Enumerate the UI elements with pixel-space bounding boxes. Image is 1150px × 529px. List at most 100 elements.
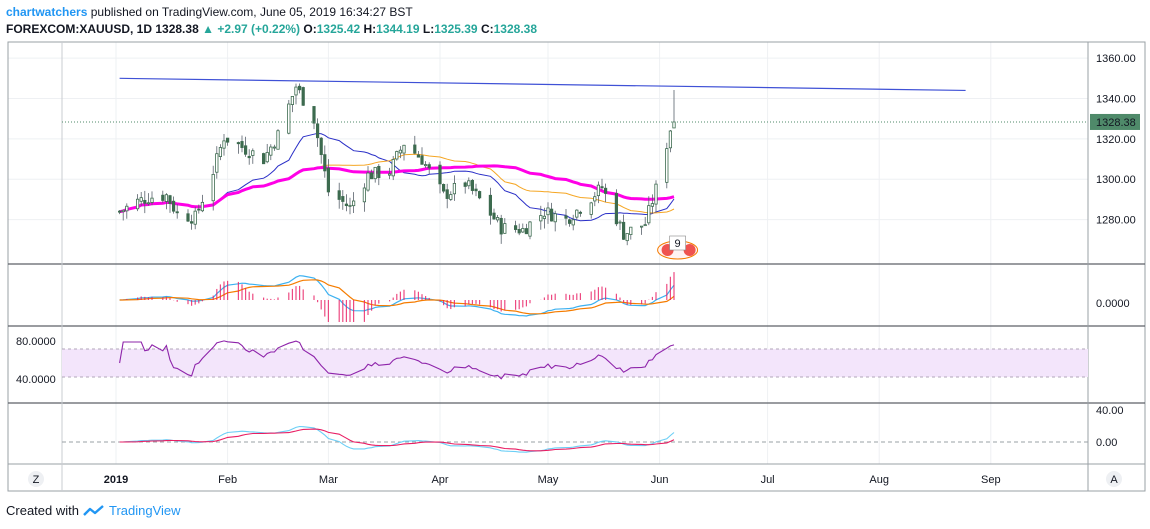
author-name[interactable]: chartwatchers (6, 5, 88, 19)
close-label: C: (480, 22, 494, 36)
auto-scale-button[interactable] (1106, 471, 1122, 487)
price-tick-label: 1360.00 (1096, 53, 1136, 65)
macd-histogram (122, 272, 675, 322)
candle-body (477, 191, 482, 199)
stoch-tick-label: 0.00 (1096, 437, 1117, 449)
candle-body (402, 144, 406, 154)
tradingview-brand[interactable]: TradingView (108, 503, 181, 518)
publish-info: chartwatchers published on TradingView.c… (6, 5, 413, 19)
candle-body (589, 202, 593, 215)
last-price-tag (1090, 113, 1140, 130)
candle-body (467, 180, 471, 187)
candle-body (215, 153, 219, 173)
candle-body (604, 187, 608, 194)
candle-body (121, 209, 125, 213)
macd-tick-label: 0.0000 (1096, 298, 1130, 310)
candle-body (287, 103, 291, 134)
candle-body (161, 194, 165, 201)
high-value: 1344.19 (376, 22, 420, 36)
candle-body (614, 193, 619, 225)
event-badge[interactable]: 9 (657, 235, 699, 260)
candle-body (668, 130, 673, 149)
resistance-trendline (119, 77, 966, 92)
candle-body (373, 166, 377, 180)
candle-body (323, 154, 327, 172)
time-tick-label: Jun (651, 474, 669, 486)
candle-body (575, 209, 579, 218)
created-with-text: Created with (6, 503, 79, 518)
up-arrow-icon: ▲ (202, 22, 214, 36)
candle-body (420, 155, 424, 165)
time-tick-label: Apr (431, 474, 448, 486)
candle-body (175, 211, 179, 214)
candle-body (470, 179, 475, 191)
candle-body (391, 159, 395, 177)
candle-body (398, 149, 403, 154)
open-label: O: (303, 22, 317, 36)
pane-borders (7, 41, 1146, 492)
candle-body (571, 219, 575, 226)
candle-body (427, 164, 431, 169)
candle-body (168, 195, 172, 204)
candle-body (463, 182, 467, 187)
candle-body (315, 123, 320, 139)
ma-long-line (119, 164, 675, 214)
zoom-button-label: Z (33, 474, 40, 486)
candle-body (297, 85, 302, 91)
open-value: 1325.42 (316, 22, 361, 36)
candle-body (517, 229, 521, 234)
candle-body (240, 141, 244, 148)
symbol-legend: FOREXCOM:XAUUSD, 1D 1328.38 ▲ +2.97 (+0.… (6, 22, 537, 36)
time-tick-label: Mar (319, 474, 338, 486)
candle-body (200, 201, 204, 212)
candle-body (650, 203, 655, 207)
candle-body (369, 172, 374, 180)
candle-body (622, 221, 626, 240)
candle-body (600, 186, 604, 189)
macd-line (119, 275, 675, 317)
time-tick-label: Aug (869, 474, 889, 486)
trendline[interactable] (62, 77, 1088, 123)
candle-body (222, 140, 226, 149)
candle-body (193, 210, 197, 225)
candle-body (272, 146, 277, 149)
candle-body (326, 167, 331, 193)
candle-body (542, 215, 547, 219)
candle-body (553, 213, 557, 223)
candle-body (377, 166, 381, 179)
symbol-name: FOREXCOM:XAUUSD, 1D (6, 22, 153, 36)
candle-body (568, 219, 572, 224)
candle-body (312, 106, 316, 124)
candle-body (593, 196, 597, 202)
candle-body (492, 212, 496, 220)
candle-body (362, 187, 367, 203)
flag-icon (683, 244, 696, 256)
candle-body (416, 154, 421, 158)
price-tick-label: 1280.00 (1096, 215, 1136, 227)
candle-body (441, 183, 446, 192)
last-price-label: 1328.38 (1090, 113, 1140, 130)
low-value: 1325.39 (434, 22, 478, 36)
candle-body (135, 198, 140, 210)
candle-body (521, 228, 525, 233)
rsi-band (62, 348, 1088, 443)
time-tick-label: Sep (981, 474, 1001, 486)
tradingview-logo-icon (83, 504, 104, 516)
candle-body (488, 194, 493, 216)
last-price: 1328.38 (155, 22, 199, 36)
candle-body (319, 137, 323, 156)
candle-body (265, 152, 269, 163)
price-axis: 1280.001300.001320.001340.001360.000.000… (16, 53, 1136, 449)
candle-body (413, 144, 417, 154)
zoom-button[interactable] (28, 471, 44, 487)
candle-body (164, 194, 168, 202)
time-tick-label: May (538, 474, 559, 486)
grid-lines (8, 42, 1088, 464)
candle-body (618, 221, 622, 224)
candle-body (665, 148, 669, 183)
candle-body (499, 217, 503, 235)
time-axis: 2019 Feb Mar Apr May Jun Jul Aug Sep (104, 474, 1001, 486)
auto-scale-button-label: A (1110, 474, 1118, 486)
candle-body (629, 226, 633, 235)
